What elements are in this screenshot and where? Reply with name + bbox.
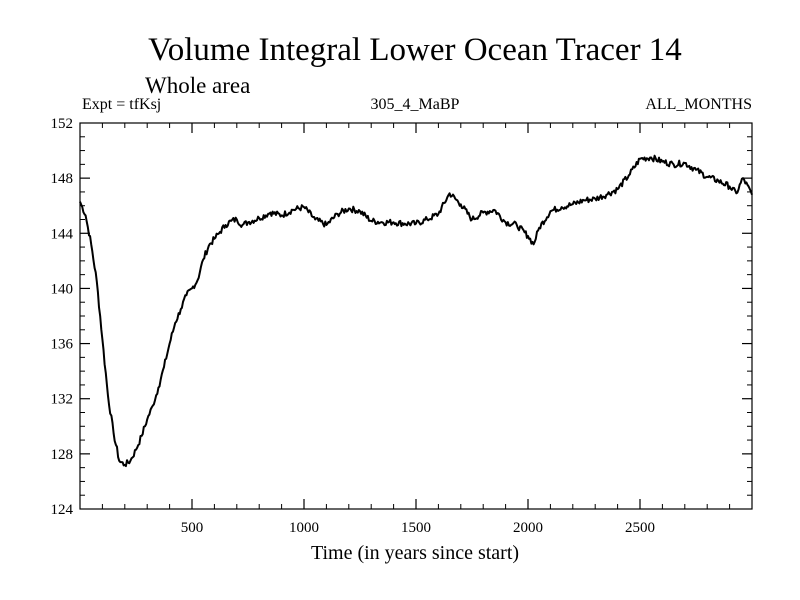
x-axis-label: Time (in years since start) <box>311 542 519 564</box>
y-tick-label: 148 <box>51 171 74 187</box>
x-tick-label: 2500 <box>625 520 655 536</box>
data-line <box>79 154 753 468</box>
right-label: ALL_MONTHS <box>645 96 752 113</box>
chart-title: Volume Integral Lower Ocean Tracer 14 <box>148 32 682 68</box>
tick-labels: 500 1000 1500 2000 2500 124 128 132 136 140 144 148… <box>51 116 656 536</box>
x-tick-label: 1500 <box>401 520 431 536</box>
x-tick-label: 1000 <box>289 520 319 536</box>
y-tick-label: 124 <box>51 502 74 518</box>
minor-ticks <box>80 123 752 509</box>
x-tick-label: 2000 <box>513 520 543 536</box>
experiment-label: Expt = tfKsj <box>82 96 161 113</box>
major-ticks <box>80 123 752 509</box>
center-label: 305_4_MaBP <box>371 96 460 113</box>
plot-frame <box>79 122 753 510</box>
y-tick-label: 144 <box>51 226 74 242</box>
y-tick-label: 140 <box>51 281 74 297</box>
y-tick-label: 136 <box>51 337 74 353</box>
x-tick-label: 500 <box>181 520 204 536</box>
chart-subtitle: Whole area <box>145 73 250 98</box>
y-tick-label: 128 <box>51 447 74 463</box>
y-tick-label: 152 <box>51 116 74 132</box>
y-tick-label: 132 <box>51 392 74 408</box>
